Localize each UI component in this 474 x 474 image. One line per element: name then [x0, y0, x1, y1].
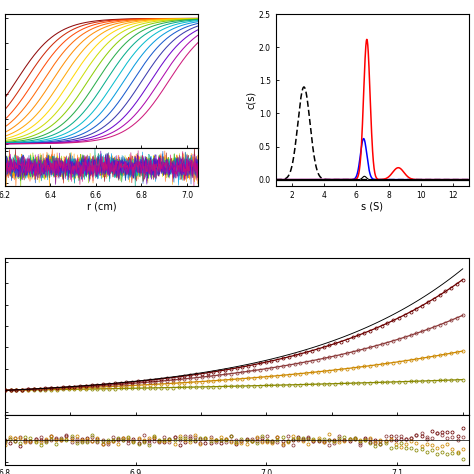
X-axis label: s (S): s (S)	[362, 201, 383, 211]
Y-axis label: c(s): c(s)	[246, 91, 256, 109]
X-axis label: r (cm): r (cm)	[87, 201, 116, 211]
